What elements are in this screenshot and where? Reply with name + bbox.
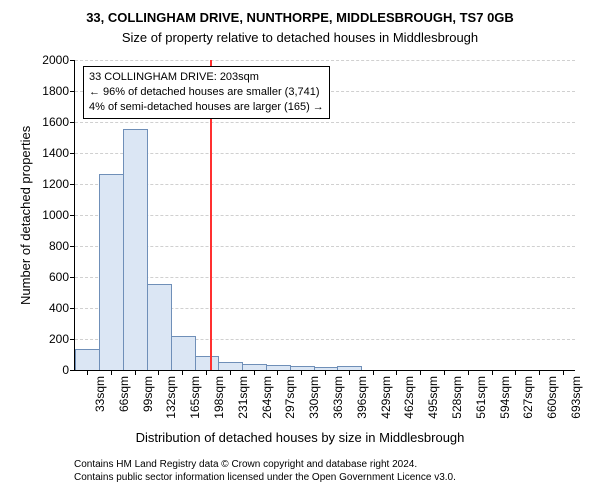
xtick-label: 594sqm — [498, 376, 512, 422]
histogram-bar — [75, 349, 100, 370]
xtick-label: 660sqm — [545, 376, 559, 422]
xtick-mark — [182, 370, 183, 375]
xtick-label: 33sqm — [93, 376, 107, 422]
xtick-label: 561sqm — [474, 376, 488, 422]
histogram-bar — [147, 284, 172, 370]
xtick-label: 297sqm — [283, 376, 297, 422]
chart-title-line2: Size of property relative to detached ho… — [0, 30, 600, 45]
gridline — [75, 246, 575, 247]
ytick-label: 600 — [49, 270, 69, 284]
ytick-label: 200 — [49, 332, 69, 346]
ytick-mark — [70, 215, 75, 216]
xtick-label: 462sqm — [402, 376, 416, 422]
ytick-label: 1200 — [42, 177, 69, 191]
xtick-mark — [111, 370, 112, 375]
xtick-label: 528sqm — [450, 376, 464, 422]
xtick-label: 627sqm — [521, 376, 535, 422]
xtick-label: 495sqm — [426, 376, 440, 422]
gridline — [75, 215, 575, 216]
histogram-bar — [242, 364, 267, 370]
gridline — [75, 153, 575, 154]
xtick-mark — [206, 370, 207, 375]
credits-line2: Contains public sector information licen… — [74, 471, 456, 484]
gridline — [75, 277, 575, 278]
xtick-mark — [563, 370, 564, 375]
xtick-mark — [396, 370, 397, 375]
xtick-mark — [87, 370, 88, 375]
x-axis-label: Distribution of detached houses by size … — [0, 430, 600, 445]
y-axis-label: Number of detached properties — [18, 126, 33, 305]
credits-line1: Contains HM Land Registry data © Crown c… — [74, 458, 456, 471]
xtick-label: 231sqm — [236, 376, 250, 422]
xtick-mark — [373, 370, 374, 375]
chart-title-line1: 33, COLLINGHAM DRIVE, NUNTHORPE, MIDDLES… — [0, 10, 600, 25]
xtick-label: 429sqm — [379, 376, 393, 422]
xtick-label: 198sqm — [212, 376, 226, 422]
xtick-mark — [230, 370, 231, 375]
xtick-mark — [135, 370, 136, 375]
annotation-line1: 33 COLLINGHAM DRIVE: 203sqm — [89, 70, 324, 85]
gridline — [75, 60, 575, 61]
ytick-mark — [70, 246, 75, 247]
histogram-bar — [218, 362, 243, 370]
ytick-mark — [70, 91, 75, 92]
xtick-mark — [349, 370, 350, 375]
ytick-mark — [70, 153, 75, 154]
xtick-label: 363sqm — [331, 376, 345, 422]
xtick-mark — [301, 370, 302, 375]
xtick-label: 693sqm — [569, 376, 583, 422]
xtick-label: 165sqm — [188, 376, 202, 422]
xtick-mark — [158, 370, 159, 375]
ytick-mark — [70, 277, 75, 278]
xtick-mark — [420, 370, 421, 375]
ytick-mark — [70, 60, 75, 61]
xtick-mark — [539, 370, 540, 375]
plot-area: 020040060080010001200140016001800200033s… — [74, 60, 575, 371]
ytick-label: 0 — [62, 363, 69, 377]
ytick-label: 400 — [49, 301, 69, 315]
annotation-line3: 4% of semi-detached houses are larger (1… — [89, 100, 324, 115]
ytick-label: 1600 — [42, 115, 69, 129]
histogram-bar — [337, 366, 362, 370]
ytick-mark — [70, 370, 75, 371]
xtick-mark — [254, 370, 255, 375]
xtick-label: 99sqm — [141, 376, 155, 422]
ytick-label: 2000 — [42, 53, 69, 67]
histogram-bar — [195, 356, 220, 370]
xtick-mark — [468, 370, 469, 375]
xtick-label: 66sqm — [117, 376, 131, 422]
gridline — [75, 122, 575, 123]
ytick-label: 800 — [49, 239, 69, 253]
xtick-label: 132sqm — [164, 376, 178, 422]
ytick-label: 1400 — [42, 146, 69, 160]
xtick-mark — [325, 370, 326, 375]
histogram-bar — [123, 129, 148, 370]
gridline — [75, 184, 575, 185]
xtick-label: 330sqm — [307, 376, 321, 422]
ytick-mark — [70, 339, 75, 340]
xtick-mark — [444, 370, 445, 375]
xtick-label: 396sqm — [355, 376, 369, 422]
ytick-label: 1800 — [42, 84, 69, 98]
annotation-box: 33 COLLINGHAM DRIVE: 203sqm ← 96% of det… — [83, 66, 330, 119]
credits: Contains HM Land Registry data © Crown c… — [74, 458, 456, 484]
histogram-bar — [99, 174, 124, 370]
annotation-line2: ← 96% of detached houses are smaller (3,… — [89, 85, 324, 100]
ytick-mark — [70, 184, 75, 185]
xtick-mark — [492, 370, 493, 375]
histogram-bar — [171, 336, 196, 370]
ytick-mark — [70, 308, 75, 309]
xtick-mark — [515, 370, 516, 375]
ytick-label: 1000 — [42, 208, 69, 222]
xtick-mark — [277, 370, 278, 375]
ytick-mark — [70, 122, 75, 123]
xtick-label: 264sqm — [260, 376, 274, 422]
